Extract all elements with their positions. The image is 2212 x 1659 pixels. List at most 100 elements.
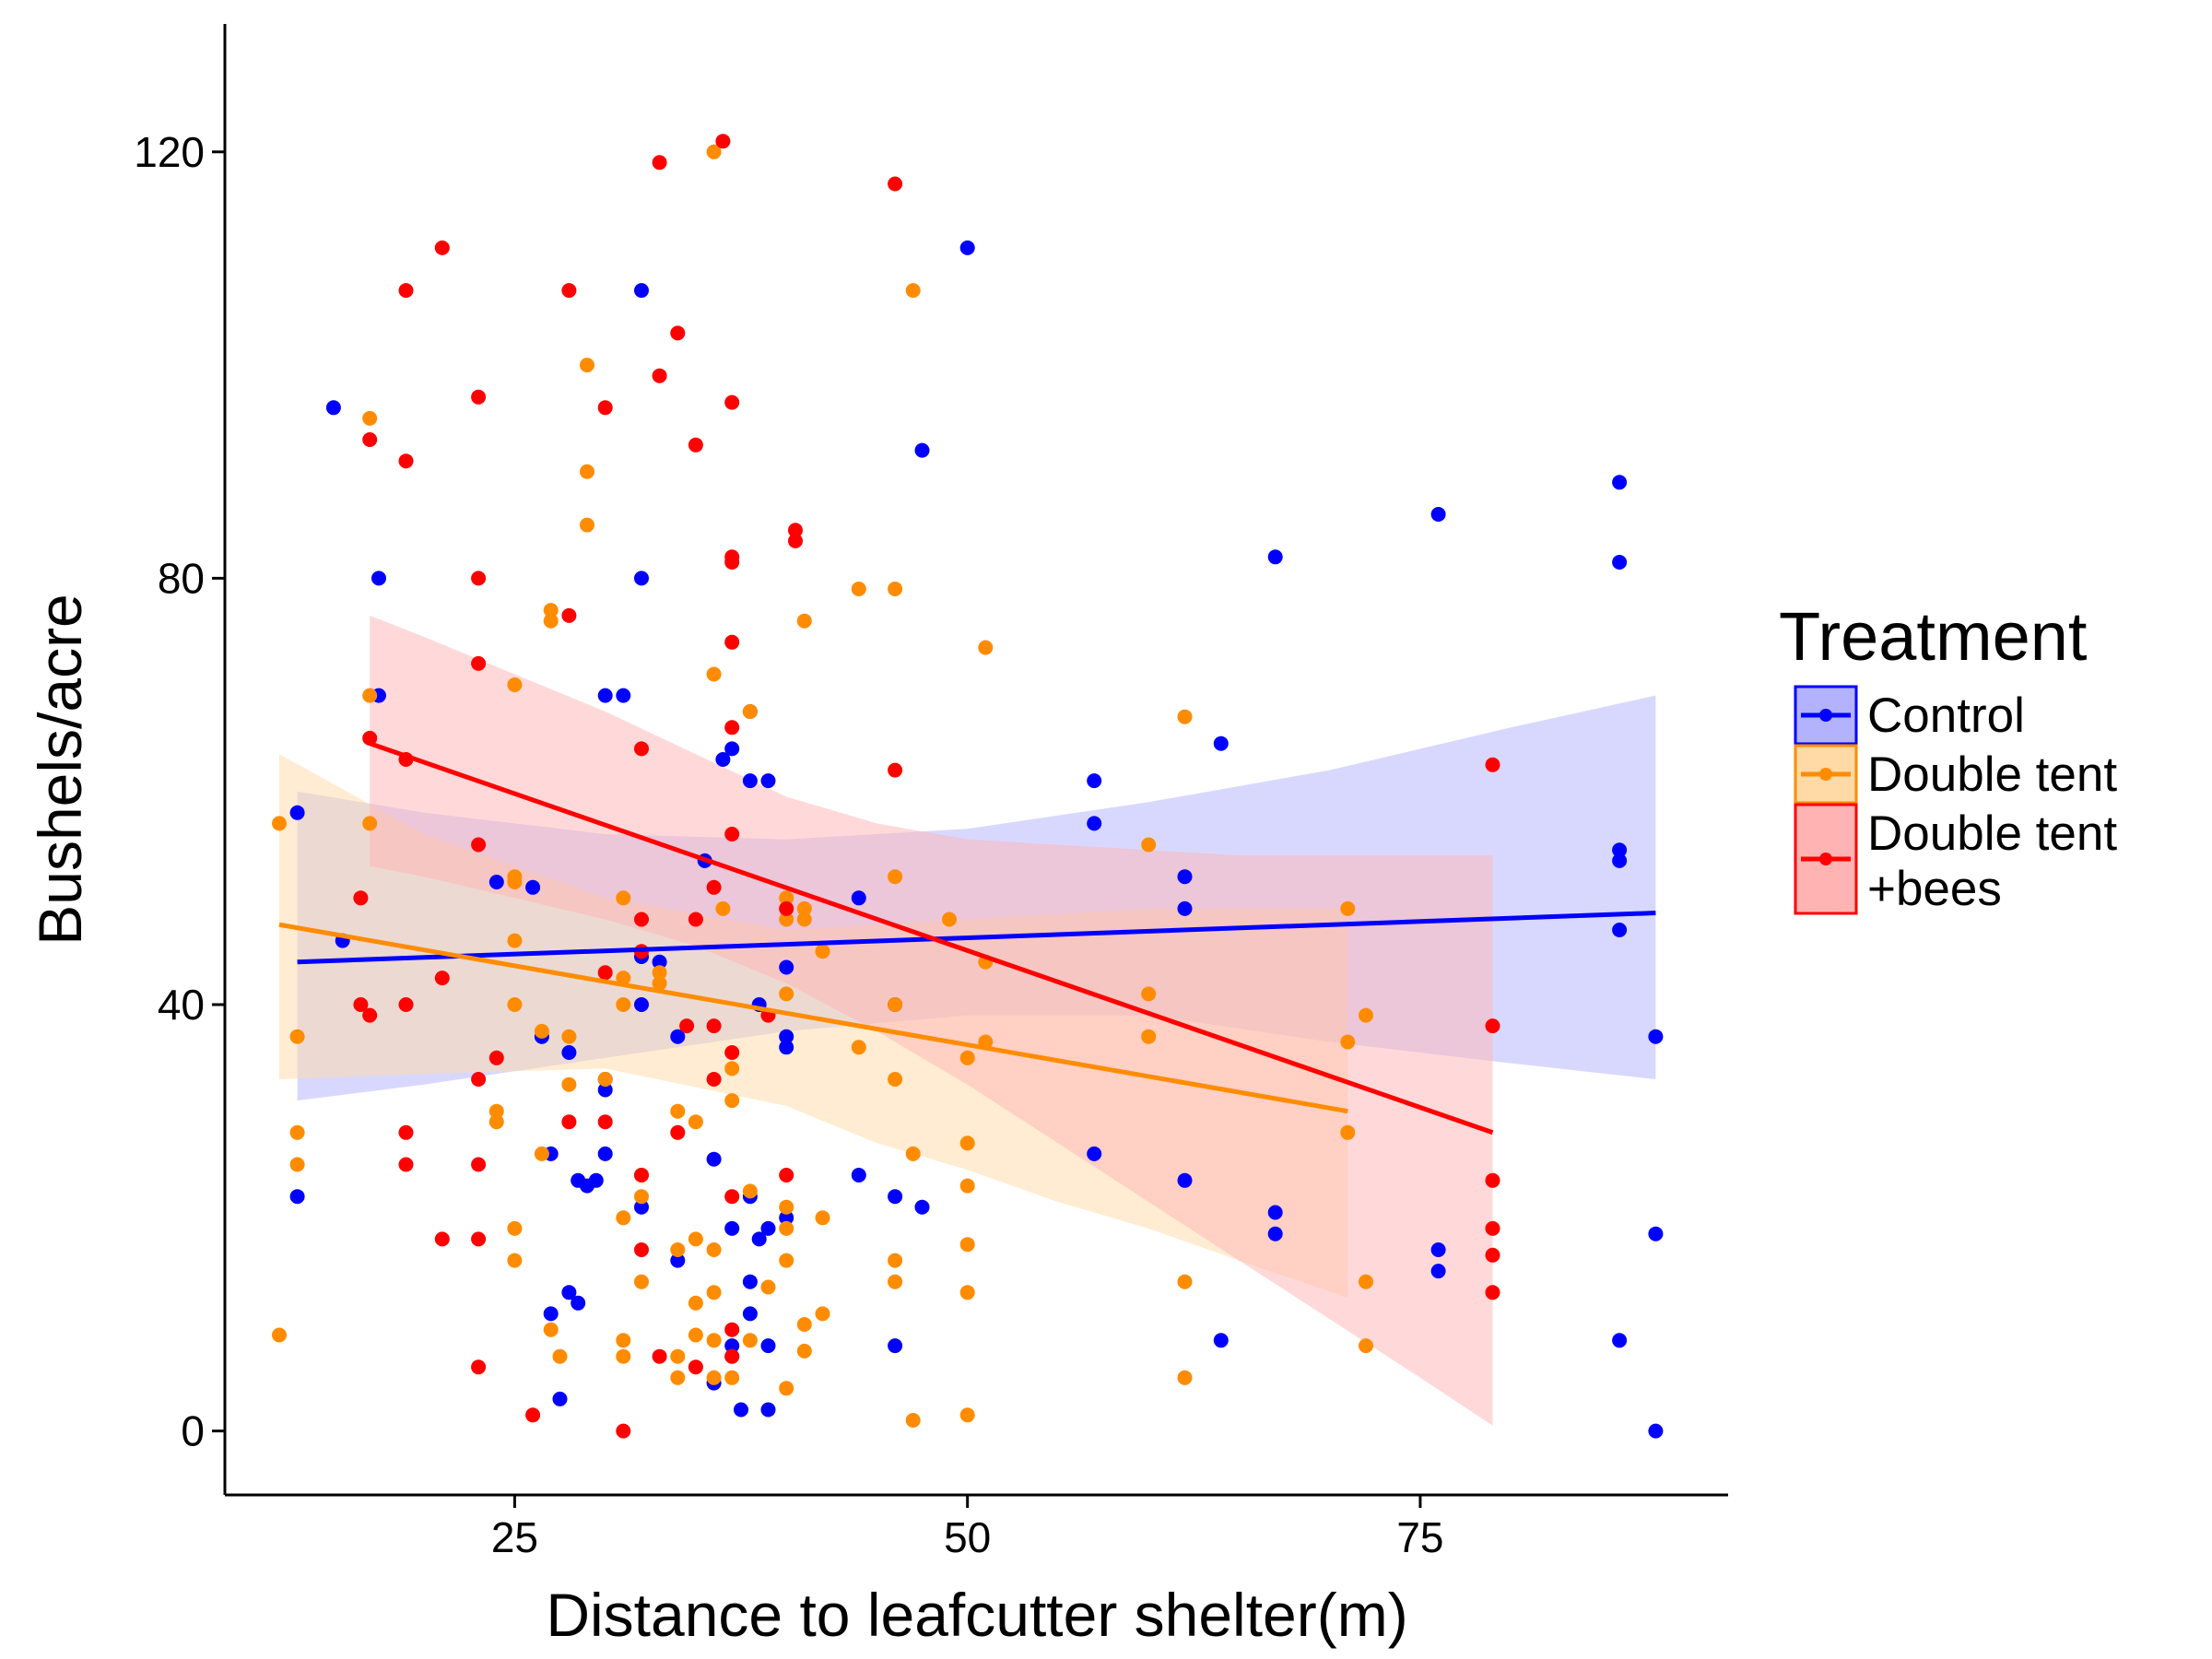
data-point <box>289 1029 305 1044</box>
data-point <box>1648 1029 1664 1044</box>
x-axis-title: Distance to leafcutter shelter(m) <box>546 1581 1407 1649</box>
data-point <box>1485 1247 1500 1263</box>
data-point <box>1430 507 1446 522</box>
data-point <box>289 1124 305 1140</box>
data-point <box>779 890 794 906</box>
legend-title: Treatment <box>1779 598 2088 675</box>
data-point <box>888 762 903 778</box>
data-point <box>779 900 794 916</box>
data-point <box>888 1274 903 1289</box>
data-point <box>959 1178 975 1194</box>
data-point <box>488 1114 504 1130</box>
legend-label: Double tent <box>1867 806 2117 861</box>
data-point <box>634 571 649 586</box>
data-point <box>1612 555 1628 570</box>
data-point <box>706 144 722 159</box>
data-point <box>706 1018 722 1034</box>
data-point <box>1213 735 1229 751</box>
points-double-tent-bees <box>353 134 1500 1439</box>
y-tick-label: 120 <box>134 128 205 176</box>
data-point <box>888 1253 903 1268</box>
data-point <box>597 1146 613 1161</box>
data-point <box>597 688 613 703</box>
data-point <box>1485 1172 1500 1188</box>
data-point <box>779 1253 794 1268</box>
data-point <box>616 971 631 986</box>
data-point <box>616 997 631 1012</box>
data-point <box>760 773 776 789</box>
data-point <box>959 1237 975 1253</box>
data-point <box>634 1189 649 1205</box>
data-point <box>543 613 559 629</box>
data-point <box>706 1333 722 1348</box>
data-point <box>652 975 667 991</box>
data-point <box>1087 1146 1102 1161</box>
data-point <box>398 283 414 299</box>
data-point <box>888 997 903 1012</box>
data-point <box>434 1231 450 1247</box>
data-point <box>724 1348 740 1364</box>
x-tick-label: 50 <box>944 1513 991 1561</box>
data-point <box>543 1306 559 1322</box>
data-point <box>688 1295 703 1311</box>
data-point <box>1177 1172 1193 1188</box>
data-point <box>706 1151 722 1167</box>
data-point <box>597 1114 613 1130</box>
data-point <box>1612 1333 1628 1348</box>
legend-label: +bees <box>1867 862 2002 916</box>
data-point <box>543 603 559 618</box>
data-point <box>362 688 378 703</box>
data-point <box>561 1114 577 1130</box>
data-point <box>706 1285 722 1300</box>
data-point <box>471 389 487 405</box>
fit-line-double-tent-bees <box>369 741 1494 1135</box>
data-point <box>788 523 803 538</box>
data-point <box>362 1007 378 1023</box>
data-point <box>688 912 703 927</box>
data-point <box>1267 1226 1283 1241</box>
data-point <box>325 400 341 416</box>
legend-label: Double tent <box>1867 747 2117 802</box>
band-double-tent-bees <box>370 615 1493 1426</box>
data-point <box>534 1023 549 1039</box>
data-point <box>724 1189 740 1205</box>
data-point <box>724 1045 740 1060</box>
data-point <box>597 1082 613 1098</box>
data-point <box>289 1189 305 1205</box>
data-point <box>471 1072 487 1087</box>
data-point <box>552 1391 568 1406</box>
data-point <box>779 1210 794 1226</box>
data-point <box>724 1370 740 1385</box>
data-point <box>724 1220 740 1236</box>
data-point <box>362 432 378 447</box>
data-point <box>652 155 667 171</box>
data-point <box>525 879 541 895</box>
data-point <box>888 176 903 192</box>
data-point <box>507 1253 523 1268</box>
data-point <box>796 900 812 916</box>
data-point <box>779 1040 794 1055</box>
data-point <box>724 1061 740 1077</box>
data-point <box>978 640 994 655</box>
data-point <box>561 283 577 299</box>
data-point <box>1177 1370 1193 1385</box>
y-axis-title: Bushels/acre <box>26 594 94 946</box>
data-point <box>815 1306 830 1322</box>
data-point <box>580 517 594 533</box>
data-point <box>597 400 613 416</box>
data-point <box>362 410 378 426</box>
data-point <box>724 1338 740 1354</box>
data-point <box>1340 900 1356 916</box>
data-point <box>353 997 369 1012</box>
fit-line-control <box>297 911 1656 965</box>
data-point <box>959 1050 975 1065</box>
data-point <box>760 1220 776 1236</box>
y-axis-ticks: 0 40 80 120 <box>134 128 225 1455</box>
data-point <box>724 555 740 570</box>
data-point <box>742 773 758 789</box>
fit-lines <box>278 741 1656 1135</box>
data-point <box>1340 1034 1356 1050</box>
data-point <box>507 1220 523 1236</box>
data-point <box>543 1322 559 1337</box>
